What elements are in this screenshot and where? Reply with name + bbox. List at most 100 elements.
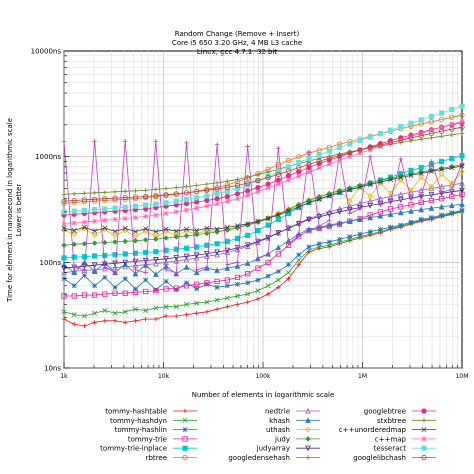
data-point xyxy=(428,183,435,190)
data-point xyxy=(132,203,139,209)
data-point xyxy=(173,228,179,234)
data-point xyxy=(132,196,139,202)
data-point xyxy=(143,226,149,232)
legend-label: googledensehash xyxy=(228,454,290,462)
data-point xyxy=(61,139,67,144)
data-point xyxy=(285,157,292,164)
data-point xyxy=(224,224,230,230)
data-point xyxy=(244,260,251,266)
data-point xyxy=(275,177,281,183)
data-point xyxy=(408,208,414,214)
data-point xyxy=(143,188,148,193)
legend-swatch-marker xyxy=(182,408,188,414)
data-point xyxy=(194,183,199,188)
data-point xyxy=(449,180,455,187)
data-point xyxy=(306,226,312,232)
data-point xyxy=(449,121,455,127)
data-point xyxy=(255,227,261,234)
series-tommy-hashlin xyxy=(61,207,465,293)
data-point xyxy=(255,172,261,177)
data-point xyxy=(459,168,465,175)
data-point xyxy=(81,199,88,205)
data-point xyxy=(102,291,108,297)
data-point xyxy=(173,191,179,197)
series-line xyxy=(63,189,463,269)
data-point xyxy=(204,225,210,231)
data-point xyxy=(276,146,281,151)
data-point xyxy=(316,165,322,171)
data-point xyxy=(255,277,261,283)
data-point xyxy=(194,199,200,205)
data-point xyxy=(142,237,149,243)
data-point xyxy=(204,187,210,193)
legend-swatch-marker xyxy=(421,418,427,423)
data-point xyxy=(214,284,220,290)
data-point xyxy=(245,144,250,149)
data-point xyxy=(224,184,230,190)
data-point xyxy=(357,216,363,222)
data-point xyxy=(174,270,179,275)
data-point xyxy=(367,144,373,151)
data-point xyxy=(183,264,190,270)
data-point xyxy=(367,193,373,200)
data-point xyxy=(244,242,251,249)
data-point xyxy=(255,189,261,195)
data-point xyxy=(327,218,332,223)
data-point xyxy=(428,185,435,192)
data-point xyxy=(255,265,261,271)
data-point xyxy=(153,288,159,294)
data-point xyxy=(214,278,220,285)
data-point xyxy=(428,113,434,120)
data-point xyxy=(296,252,302,258)
y-tick-label: 10ns xyxy=(44,365,61,373)
data-point xyxy=(347,211,352,216)
legend-swatch-marker xyxy=(305,445,311,452)
data-point xyxy=(194,189,200,195)
data-point xyxy=(143,308,149,313)
data-point xyxy=(235,302,240,307)
data-point xyxy=(357,204,363,211)
series-line xyxy=(63,165,463,233)
data-point xyxy=(122,225,128,231)
data-point xyxy=(337,157,343,163)
series-line xyxy=(63,164,463,246)
data-point xyxy=(71,283,77,289)
data-point xyxy=(92,292,98,298)
data-point xyxy=(143,202,149,208)
data-point xyxy=(133,188,138,194)
legend-label: judy xyxy=(274,435,290,443)
data-point xyxy=(459,180,465,186)
legend-swatch-marker xyxy=(421,436,427,442)
data-point xyxy=(377,131,383,137)
data-point xyxy=(61,192,67,197)
data-point xyxy=(224,295,230,301)
data-point xyxy=(81,240,88,247)
series-line xyxy=(63,211,463,327)
data-point xyxy=(92,253,98,259)
data-point xyxy=(133,318,138,323)
data-point xyxy=(173,287,179,293)
x-tick-label: 1k xyxy=(60,373,68,380)
data-point xyxy=(418,164,424,171)
data-point xyxy=(143,213,149,219)
data-point xyxy=(91,268,98,275)
legend-entry: judyarray xyxy=(256,445,320,453)
legend-entry: tesseract xyxy=(374,445,436,453)
data-point xyxy=(225,262,230,267)
data-point xyxy=(326,148,332,154)
data-point xyxy=(61,221,67,227)
data-point xyxy=(275,268,281,274)
data-point xyxy=(326,155,332,161)
legend-label: tommy-hashtable xyxy=(105,408,167,416)
data-point xyxy=(101,265,108,272)
data-point xyxy=(214,249,220,256)
series-line xyxy=(63,141,463,274)
data-point xyxy=(224,188,230,194)
data-point xyxy=(194,311,199,316)
data-point xyxy=(235,177,240,182)
data-point xyxy=(204,181,210,187)
legend-label: googlebtree xyxy=(364,408,406,416)
chart-title-line-3: Linux, gcc 4.7.1, 32 bit xyxy=(196,48,278,56)
data-point xyxy=(408,120,414,126)
data-point xyxy=(194,195,200,201)
